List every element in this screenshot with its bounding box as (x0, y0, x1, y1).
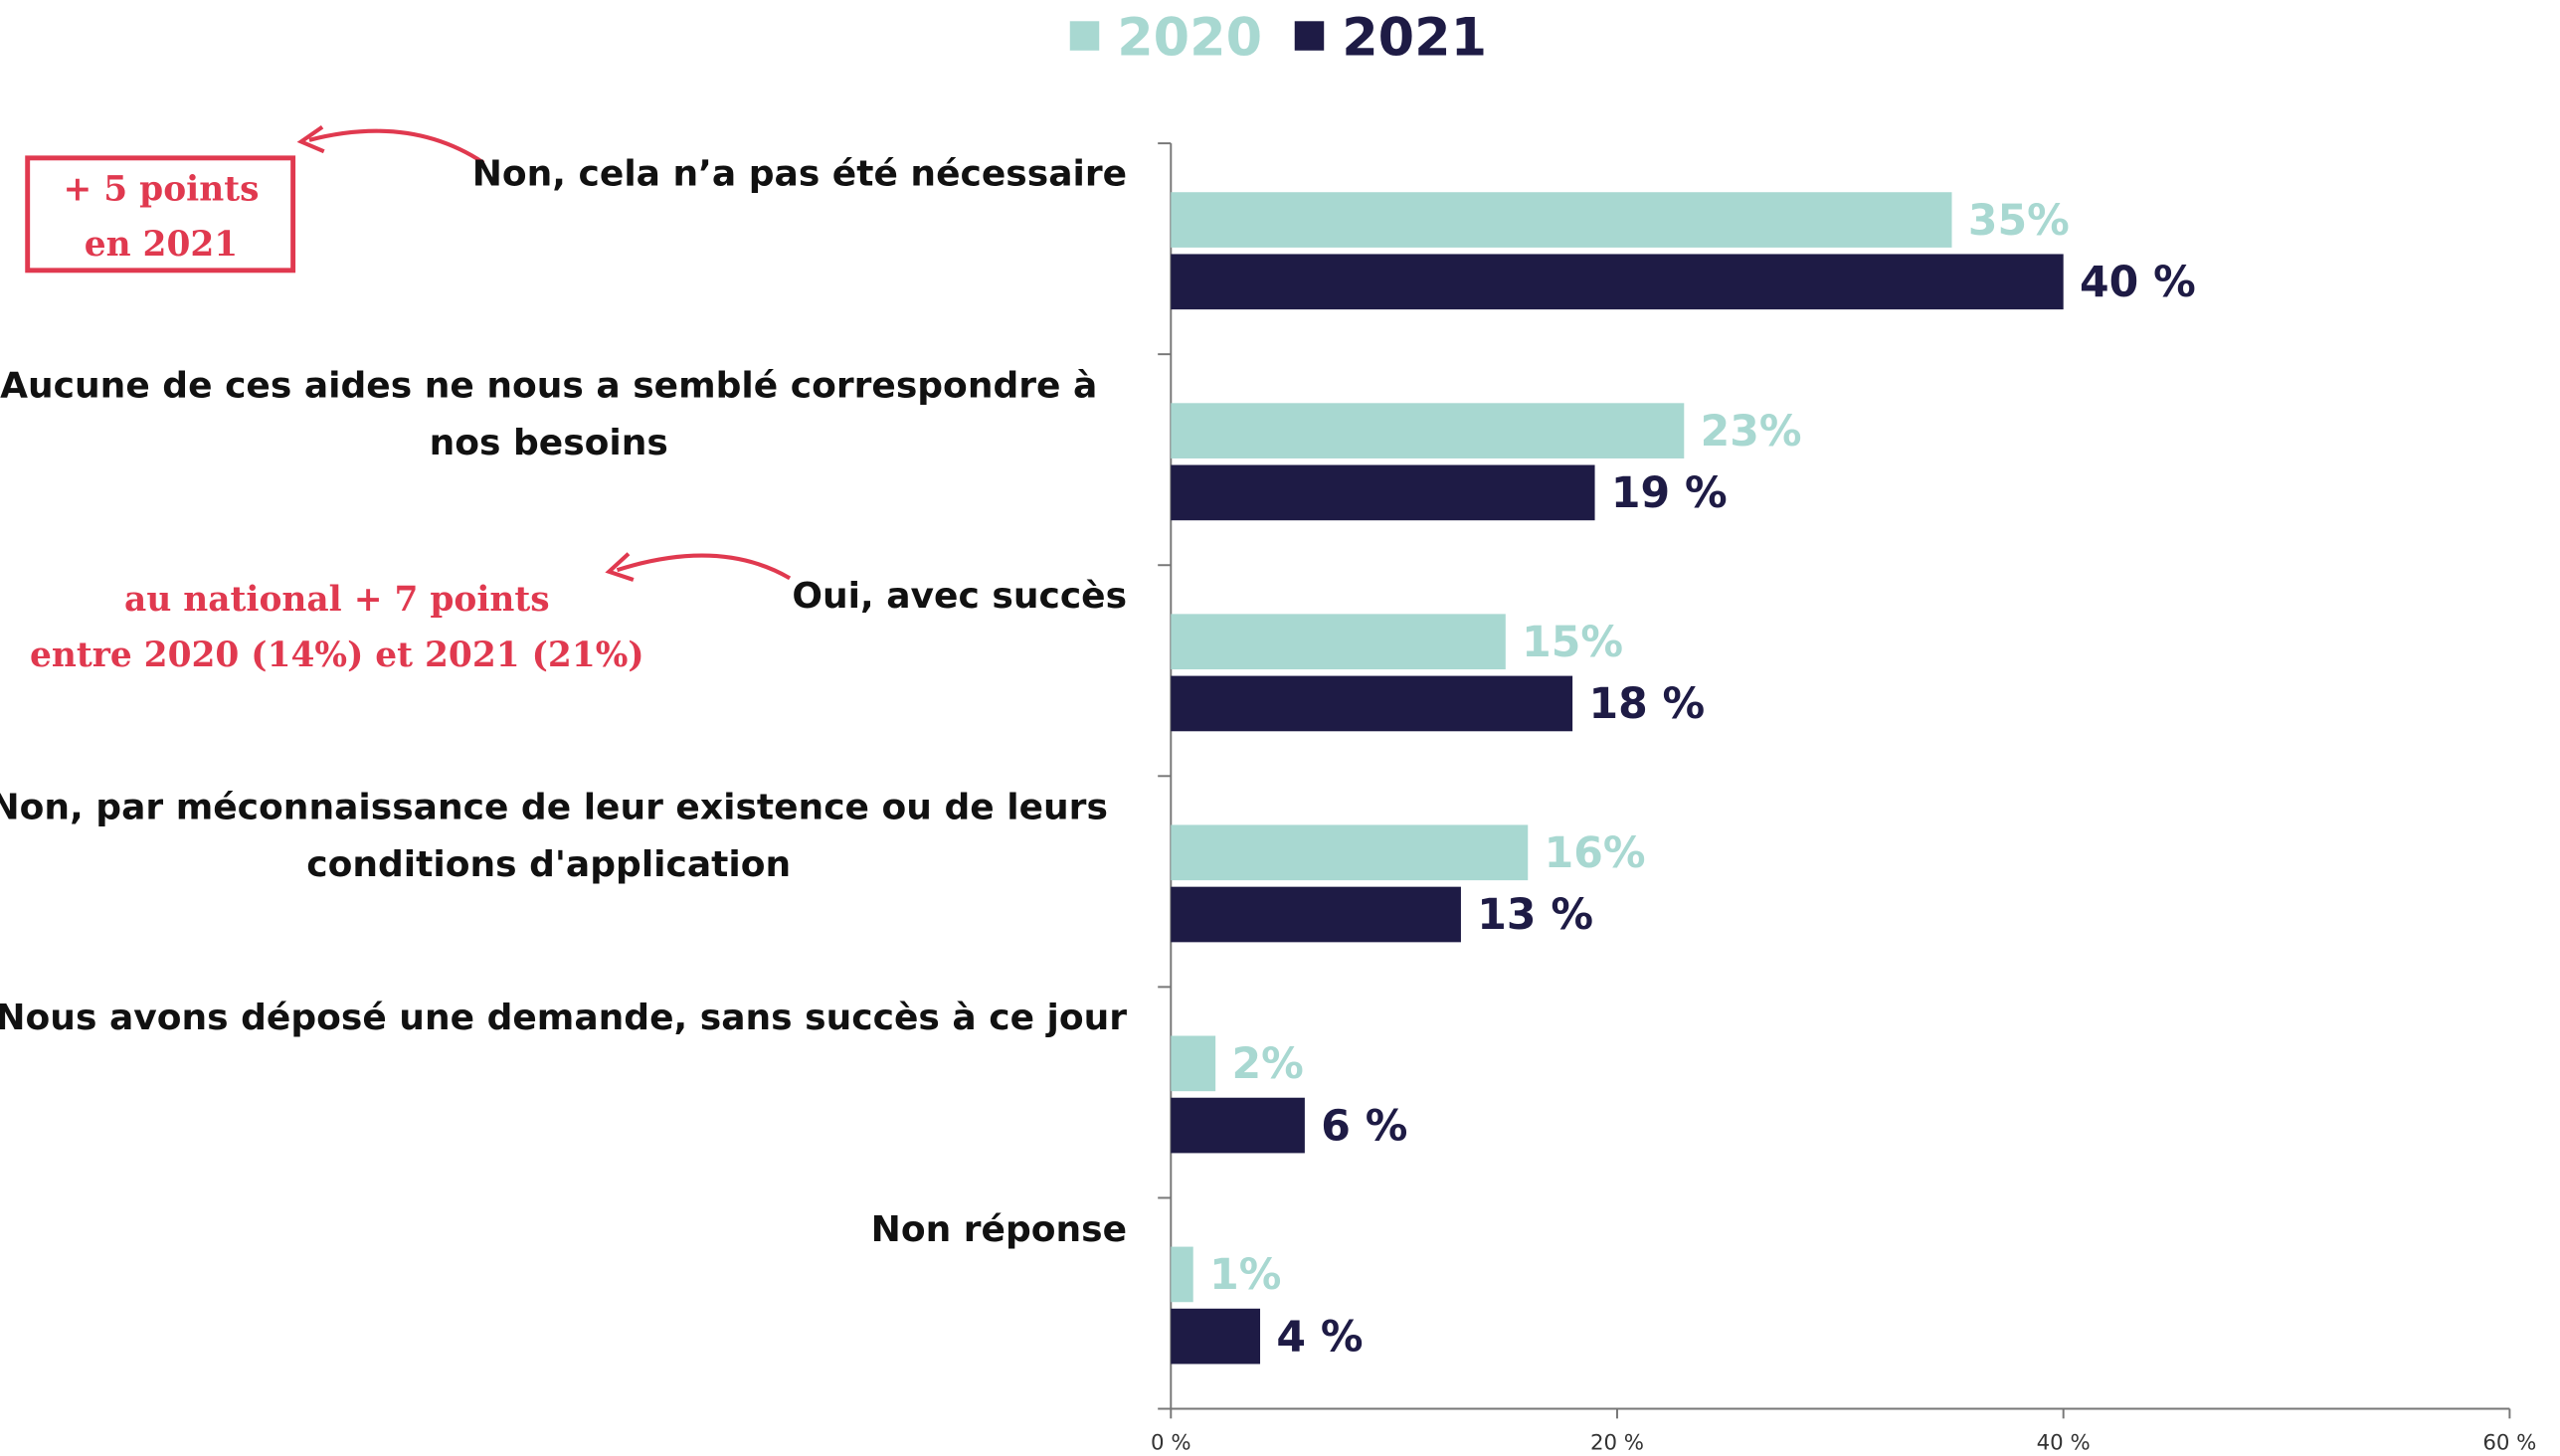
bar (1171, 192, 1952, 248)
bar (1171, 824, 1529, 881)
category-label: Non, cela n’a pas été nécessaire (471, 154, 1128, 196)
category-label-wrap: Non, par méconnaissance de leur existenc… (0, 780, 1127, 894)
bar (1171, 675, 1573, 732)
category-label-wrap: Non, cela n’a pas été nécessaire (0, 146, 1127, 203)
value-label: 19 % (1611, 468, 1728, 518)
x-tick-label: 60 % (2482, 1430, 2536, 1455)
annotation-arrow-head (605, 552, 635, 582)
category-label: Non, par méconnaissance de leur existenc… (0, 787, 1108, 886)
category-label: Non réponse (870, 1208, 1128, 1250)
legend-swatch (1294, 21, 1325, 51)
bar (1171, 254, 2064, 310)
x-tick-label: 0 % (1151, 1430, 1191, 1455)
category-label-box: Non, par méconnaissance de leur existenc… (0, 780, 1127, 894)
value-label: 4 % (1276, 1312, 1363, 1362)
category-label-box: Non, cela n’a pas été nécessaire (0, 146, 1127, 203)
category-label-wrap: Nous avons déposé une demande, sans succ… (0, 991, 1127, 1047)
category-label-wrap: Oui, avec succès (0, 569, 1127, 626)
value-label: 35% (1968, 196, 2070, 246)
annotation-arrow (616, 553, 792, 581)
annotation: + 5 points (64, 169, 260, 209)
category-label-box: Oui, avec succès (0, 569, 1127, 626)
category-label: Aucune de ces aides ne nous a semblé cor… (0, 365, 1098, 463)
annotation-arrow-head (296, 125, 325, 154)
bar (1171, 1035, 1216, 1092)
category-label-box: Aucune de ces aides ne nous a semblé cor… (0, 357, 1127, 471)
value-label: 6 % (1321, 1101, 1407, 1151)
value-label: 13 % (1477, 890, 1593, 940)
bar (1171, 886, 1461, 943)
annotation: en 2021 (85, 225, 239, 265)
bar (1171, 1097, 1305, 1154)
category-label-box: Non réponse (0, 1201, 1127, 1258)
category-label: Oui, avec succès (792, 576, 1128, 618)
category-label-box: Nous avons déposé une demande, sans succ… (0, 991, 1127, 1047)
x-tick-label: 40 % (2037, 1430, 2091, 1455)
bar (1171, 614, 1506, 670)
bar (1171, 1308, 1261, 1365)
value-label: 23% (1701, 407, 1802, 456)
value-label: 2% (1232, 1039, 1304, 1089)
value-label: 1% (1209, 1250, 1281, 1300)
legend-label: 2021 (1342, 8, 1487, 69)
category-label-wrap: Non réponse (0, 1201, 1127, 1258)
category-label: Nous avons déposé une demande, sans succ… (0, 998, 1128, 1039)
value-label: 15% (1522, 618, 1623, 667)
legend-swatch (1069, 21, 1100, 51)
value-label: 18 % (1588, 679, 1705, 729)
bar (1171, 1246, 1193, 1303)
annotation-box (25, 155, 296, 273)
annotation: entre 2020 (14%) et 2021 (21%) (30, 636, 644, 675)
bar (1171, 464, 1595, 521)
annotation-arrow (308, 128, 485, 165)
category-label-wrap: Aucune de ces aides ne nous a semblé cor… (0, 357, 1127, 471)
bar (1171, 403, 1685, 458)
value-label: 16% (1545, 828, 1646, 878)
value-label: 40 % (2080, 258, 2196, 307)
annotation: au national + 7 points (124, 580, 550, 620)
x-tick-label: 20 % (1590, 1430, 1644, 1455)
legend-label: 2020 (1117, 8, 1262, 69)
